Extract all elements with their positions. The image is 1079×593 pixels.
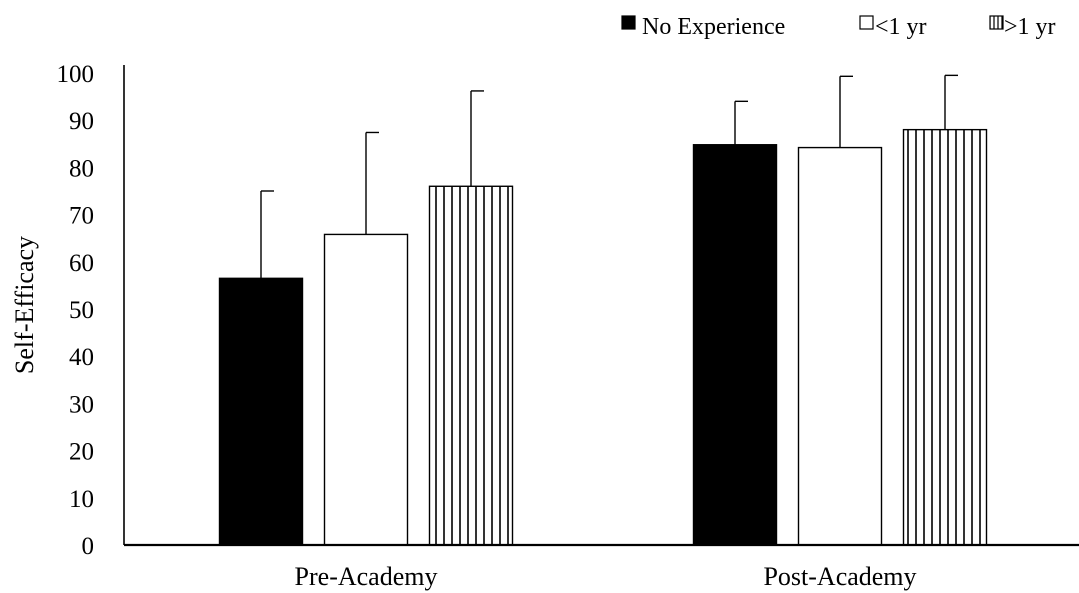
error-bar xyxy=(839,75,853,148)
legend-swatch xyxy=(621,15,636,30)
bar xyxy=(797,146,883,546)
legend-label: <1 yr xyxy=(875,14,927,40)
y-tick-label: 20 xyxy=(69,439,94,466)
y-tick-label: 0 xyxy=(82,533,95,560)
x-axis-categories: Pre-Academy Post-Academy xyxy=(295,562,917,591)
y-axis-ticks: 0 10 20 30 40 50 60 70 80 90 100 xyxy=(57,61,95,560)
error-bars xyxy=(260,74,958,279)
legend-item: <1 yr xyxy=(859,14,927,40)
legend-label: No Experience xyxy=(642,14,785,40)
bar xyxy=(692,144,778,546)
y-tick-label: 50 xyxy=(69,297,94,324)
y-tick-label: 10 xyxy=(69,486,94,513)
axes xyxy=(123,65,1079,547)
y-axis-label: Self-Efficacy xyxy=(10,236,39,374)
y-tick-label: 100 xyxy=(57,61,95,88)
y-tick-label: 30 xyxy=(69,391,94,418)
bar xyxy=(323,233,409,546)
bar xyxy=(218,277,304,546)
y-tick-label: 80 xyxy=(69,155,94,182)
legend-item: >1 yr xyxy=(989,14,1056,40)
legend-label: >1 yr xyxy=(1004,14,1056,40)
y-tick-label: 60 xyxy=(69,250,94,277)
bar xyxy=(428,185,514,546)
y-tick-label: 90 xyxy=(69,108,94,135)
bar xyxy=(902,128,988,546)
x-category-label: Post-Academy xyxy=(763,562,916,591)
bars xyxy=(218,128,988,546)
error-bar xyxy=(470,90,484,187)
x-category-label: Pre-Academy xyxy=(295,562,438,591)
error-bar xyxy=(365,131,379,235)
y-tick-label: 40 xyxy=(69,344,94,371)
legend-item: No Experience xyxy=(621,14,785,40)
legend-swatch xyxy=(989,15,1004,30)
error-bar xyxy=(260,190,274,279)
y-tick-label: 70 xyxy=(69,203,94,230)
legend: No Experience <1 yr >1 yr xyxy=(621,14,1056,40)
error-bar xyxy=(734,100,748,145)
error-bar xyxy=(944,74,958,130)
legend-swatch xyxy=(859,15,874,30)
